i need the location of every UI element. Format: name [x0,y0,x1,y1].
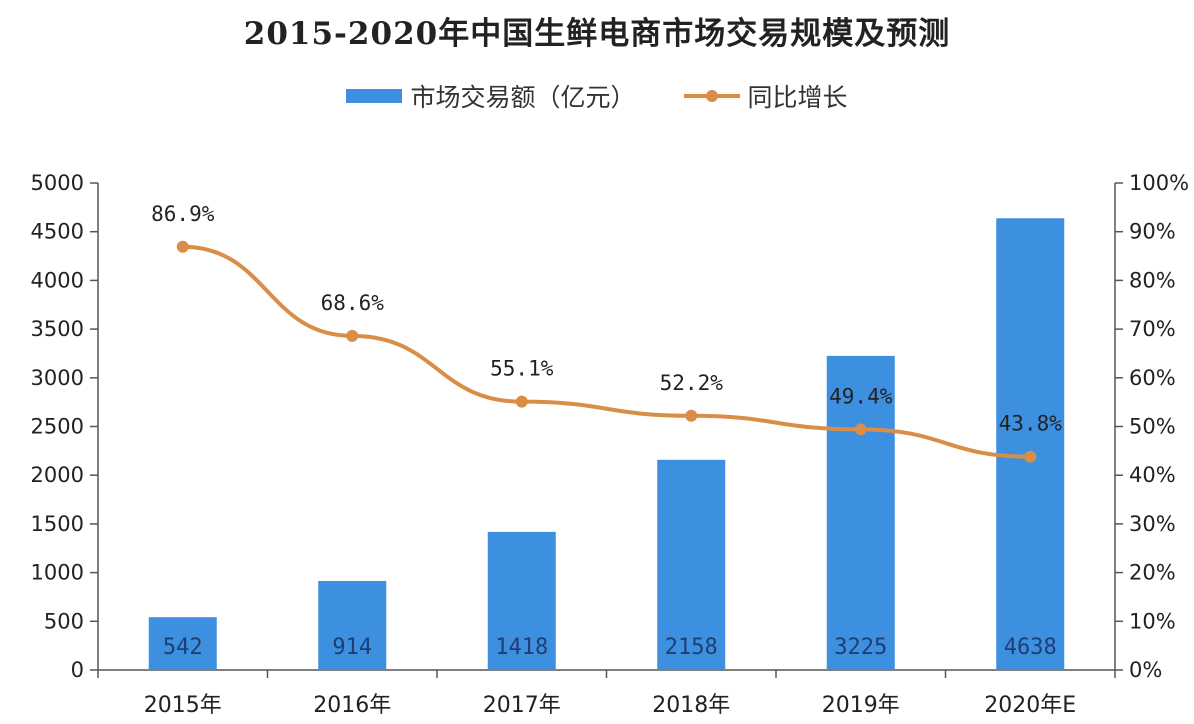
bar-value-label: 914 [332,635,372,660]
y-left-tick-label: 3500 [31,317,84,341]
y-left-tick-label: 1500 [31,512,84,536]
growth-point [515,395,528,408]
y-right-tick-label: 30% [1129,512,1176,536]
y-left-tick-label: 3000 [31,366,84,390]
growth-point [346,329,359,342]
growth-point [685,409,698,422]
bar [148,617,217,670]
y-left-tick-label: 5000 [31,171,84,195]
legend-item-bar: 市场交易额（亿元） [346,78,636,114]
growth-point [1024,450,1037,463]
growth-line [182,244,1031,459]
y-left-tick-label: 0 [71,658,84,682]
y-right-tick-label: 90% [1129,220,1176,244]
bar [826,355,895,670]
growth-value-label: 86.9% [151,202,215,226]
bar [318,580,387,670]
x-tick-label: 2018年 [652,693,730,718]
y-right-tick-label: 40% [1129,463,1176,487]
legend-swatch-line [683,89,740,103]
growth-value-label: 49.4% [829,384,893,408]
legend: 市场交易额（亿元） 同比增长 [0,78,1194,114]
x-tick-label: 2020年E [984,693,1076,718]
y-left-tick-label: 1000 [31,561,84,585]
bar-value-label: 1418 [495,635,548,660]
y-right-tick-label: 0% [1129,658,1162,682]
legend-item-line: 同比增长 [683,78,848,114]
y-left-tick-label: 2500 [31,415,84,439]
y-right-tick-label: 10% [1129,609,1176,633]
growth-point [176,240,189,253]
growth-value-label: 55.1% [490,357,554,381]
growth-value-label: 52.2% [660,371,724,395]
y-right-tick-label: 100% [1129,171,1189,195]
bar-value-label: 3225 [834,635,887,660]
legend-label-line: 同比增长 [747,83,848,112]
growth-value-label: 68.6% [321,291,385,315]
bar-value-label: 2158 [665,635,718,660]
y-left-tick-label: 4500 [31,220,84,244]
y-left-tick-label: 2000 [31,463,84,487]
x-tick-label: 2019年 [822,693,900,718]
y-right-tick-label: 20% [1129,561,1176,585]
legend-label-bar: 市场交易额（亿元） [410,83,636,112]
y-right-tick-label: 80% [1129,268,1176,292]
x-tick-label: 2016年 [313,693,391,718]
x-tick-label: 2017年 [483,693,561,718]
y-right-tick-label: 50% [1129,415,1176,439]
x-tick-label: 2015年 [144,693,222,718]
bar-value-label: 4638 [1004,635,1057,660]
legend-swatch-bar [346,89,403,103]
growth-point [854,423,867,436]
y-right-tick-label: 60% [1129,366,1176,390]
bar-value-label: 542 [163,635,203,660]
y-left-tick-label: 4000 [31,268,84,292]
growth-value-label: 43.8% [999,412,1063,436]
bar [657,459,726,670]
bar [996,218,1065,671]
y-right-tick-label: 70% [1129,317,1176,341]
chart-title: 2015-2020年中国生鲜电商市场交易规模及预测 [243,16,951,52]
bar [487,531,556,670]
y-left-tick-label: 500 [44,609,84,633]
